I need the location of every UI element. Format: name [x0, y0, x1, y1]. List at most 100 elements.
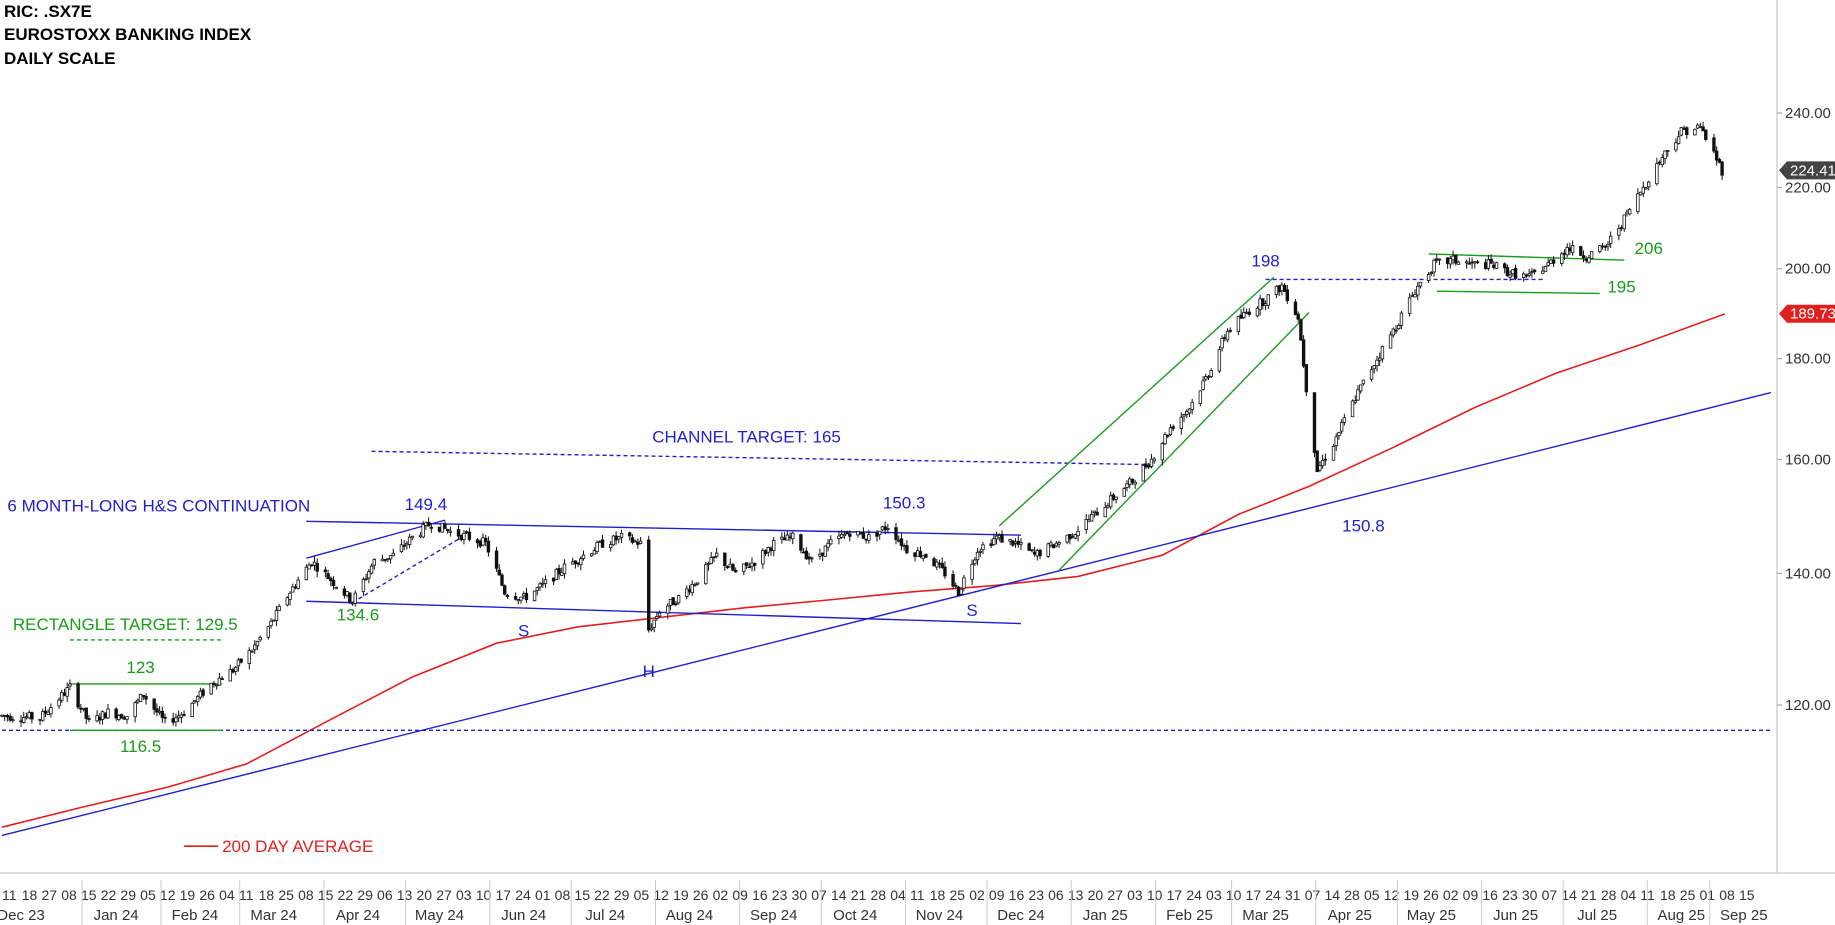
x-day-label: 10: [1147, 887, 1163, 903]
candle: [1522, 271, 1526, 282]
candle-body: [233, 666, 238, 672]
candle: [231, 667, 235, 674]
candle: [557, 564, 561, 580]
candle-body: [742, 563, 746, 572]
candle: [1494, 261, 1499, 269]
candle: [1258, 294, 1262, 316]
x-day-label: 13: [1068, 887, 1084, 903]
candle: [655, 611, 659, 622]
candle: [1674, 138, 1678, 153]
candle: [27, 710, 31, 720]
candle-body: [323, 569, 328, 573]
candle-body: [861, 532, 866, 539]
candle: [541, 577, 545, 588]
candle-body: [839, 533, 844, 538]
candle-body: [905, 545, 909, 554]
candle-body: [1160, 442, 1165, 461]
candle: [1108, 491, 1113, 510]
candle-body: [1133, 481, 1137, 485]
candle-body: [695, 582, 700, 585]
candle: [1016, 535, 1020, 548]
candle-body: [769, 547, 773, 551]
candle-body: [522, 593, 526, 597]
candle: [693, 582, 697, 587]
trendline-green-solid: [1428, 253, 1625, 261]
candle: [1598, 244, 1602, 254]
candle-body: [1122, 488, 1126, 497]
candle: [1560, 251, 1564, 267]
candle: [1304, 364, 1309, 397]
candle: [1685, 126, 1689, 139]
candle: [1660, 154, 1665, 168]
candle: [1201, 376, 1205, 391]
candle-body: [76, 683, 80, 708]
y-tick-label: 180.00: [1785, 351, 1831, 368]
candle: [1122, 487, 1126, 497]
candle-body: [1606, 244, 1610, 247]
candle-body: [570, 561, 575, 565]
candle: [255, 640, 260, 651]
candle: [443, 520, 447, 530]
candle: [1388, 331, 1393, 349]
candle: [791, 531, 795, 545]
candle: [323, 566, 328, 578]
candle: [1712, 133, 1716, 154]
candle: [144, 693, 148, 705]
annotation-label: 123: [126, 658, 154, 677]
candle-body: [1432, 259, 1436, 273]
candle: [1089, 510, 1094, 522]
candle: [747, 562, 751, 569]
candle-body: [483, 537, 488, 542]
x-day-label: 23: [1502, 887, 1518, 903]
candle: [731, 563, 735, 572]
candle: [753, 562, 757, 571]
candle-body: [899, 538, 904, 546]
candle: [87, 715, 91, 723]
candle-body: [1674, 142, 1678, 151]
candle-body: [19, 720, 23, 723]
candle: [122, 715, 126, 720]
candle-body: [402, 545, 406, 547]
candle-body: [981, 544, 985, 551]
candle-body: [543, 579, 548, 584]
candle-body: [714, 552, 719, 557]
candle: [1168, 424, 1173, 437]
x-month-label: Apr 25: [1328, 907, 1372, 924]
candle-body: [1375, 359, 1379, 367]
candle-body: [1242, 312, 1246, 318]
candle-body: [500, 574, 504, 586]
ma-layer: [1, 313, 1726, 828]
candle-body: [353, 592, 357, 604]
candle-body: [1084, 519, 1088, 530]
candle: [103, 712, 107, 719]
candle-body: [1339, 422, 1344, 432]
x-month-label: Aug 25: [1658, 907, 1706, 924]
candle: [217, 672, 222, 686]
candle-body: [122, 717, 126, 720]
x-day-label: 28: [1344, 887, 1360, 903]
candle: [1416, 282, 1420, 301]
candle: [1187, 408, 1192, 417]
candle: [562, 559, 567, 579]
candle: [1130, 478, 1135, 486]
candle: [1720, 160, 1724, 180]
candle-body: [312, 561, 317, 566]
candle: [742, 563, 746, 576]
candle-body: [1209, 370, 1213, 377]
candle-body: [462, 532, 466, 541]
candle-body: [119, 714, 124, 719]
candle: [220, 676, 224, 681]
candle-body: [845, 532, 849, 535]
candle-body: [1394, 329, 1398, 332]
candle-body: [5, 715, 10, 718]
candle: [402, 540, 406, 551]
candle: [1103, 501, 1107, 518]
candle: [1437, 258, 1442, 266]
ma-last-badge-label: 189.73: [1790, 306, 1835, 323]
candle-body: [1125, 483, 1129, 488]
candle-body: [405, 542, 409, 546]
candle-body: [1581, 255, 1586, 259]
candle: [1013, 538, 1018, 548]
candle: [897, 535, 901, 543]
candle-body: [954, 584, 958, 587]
